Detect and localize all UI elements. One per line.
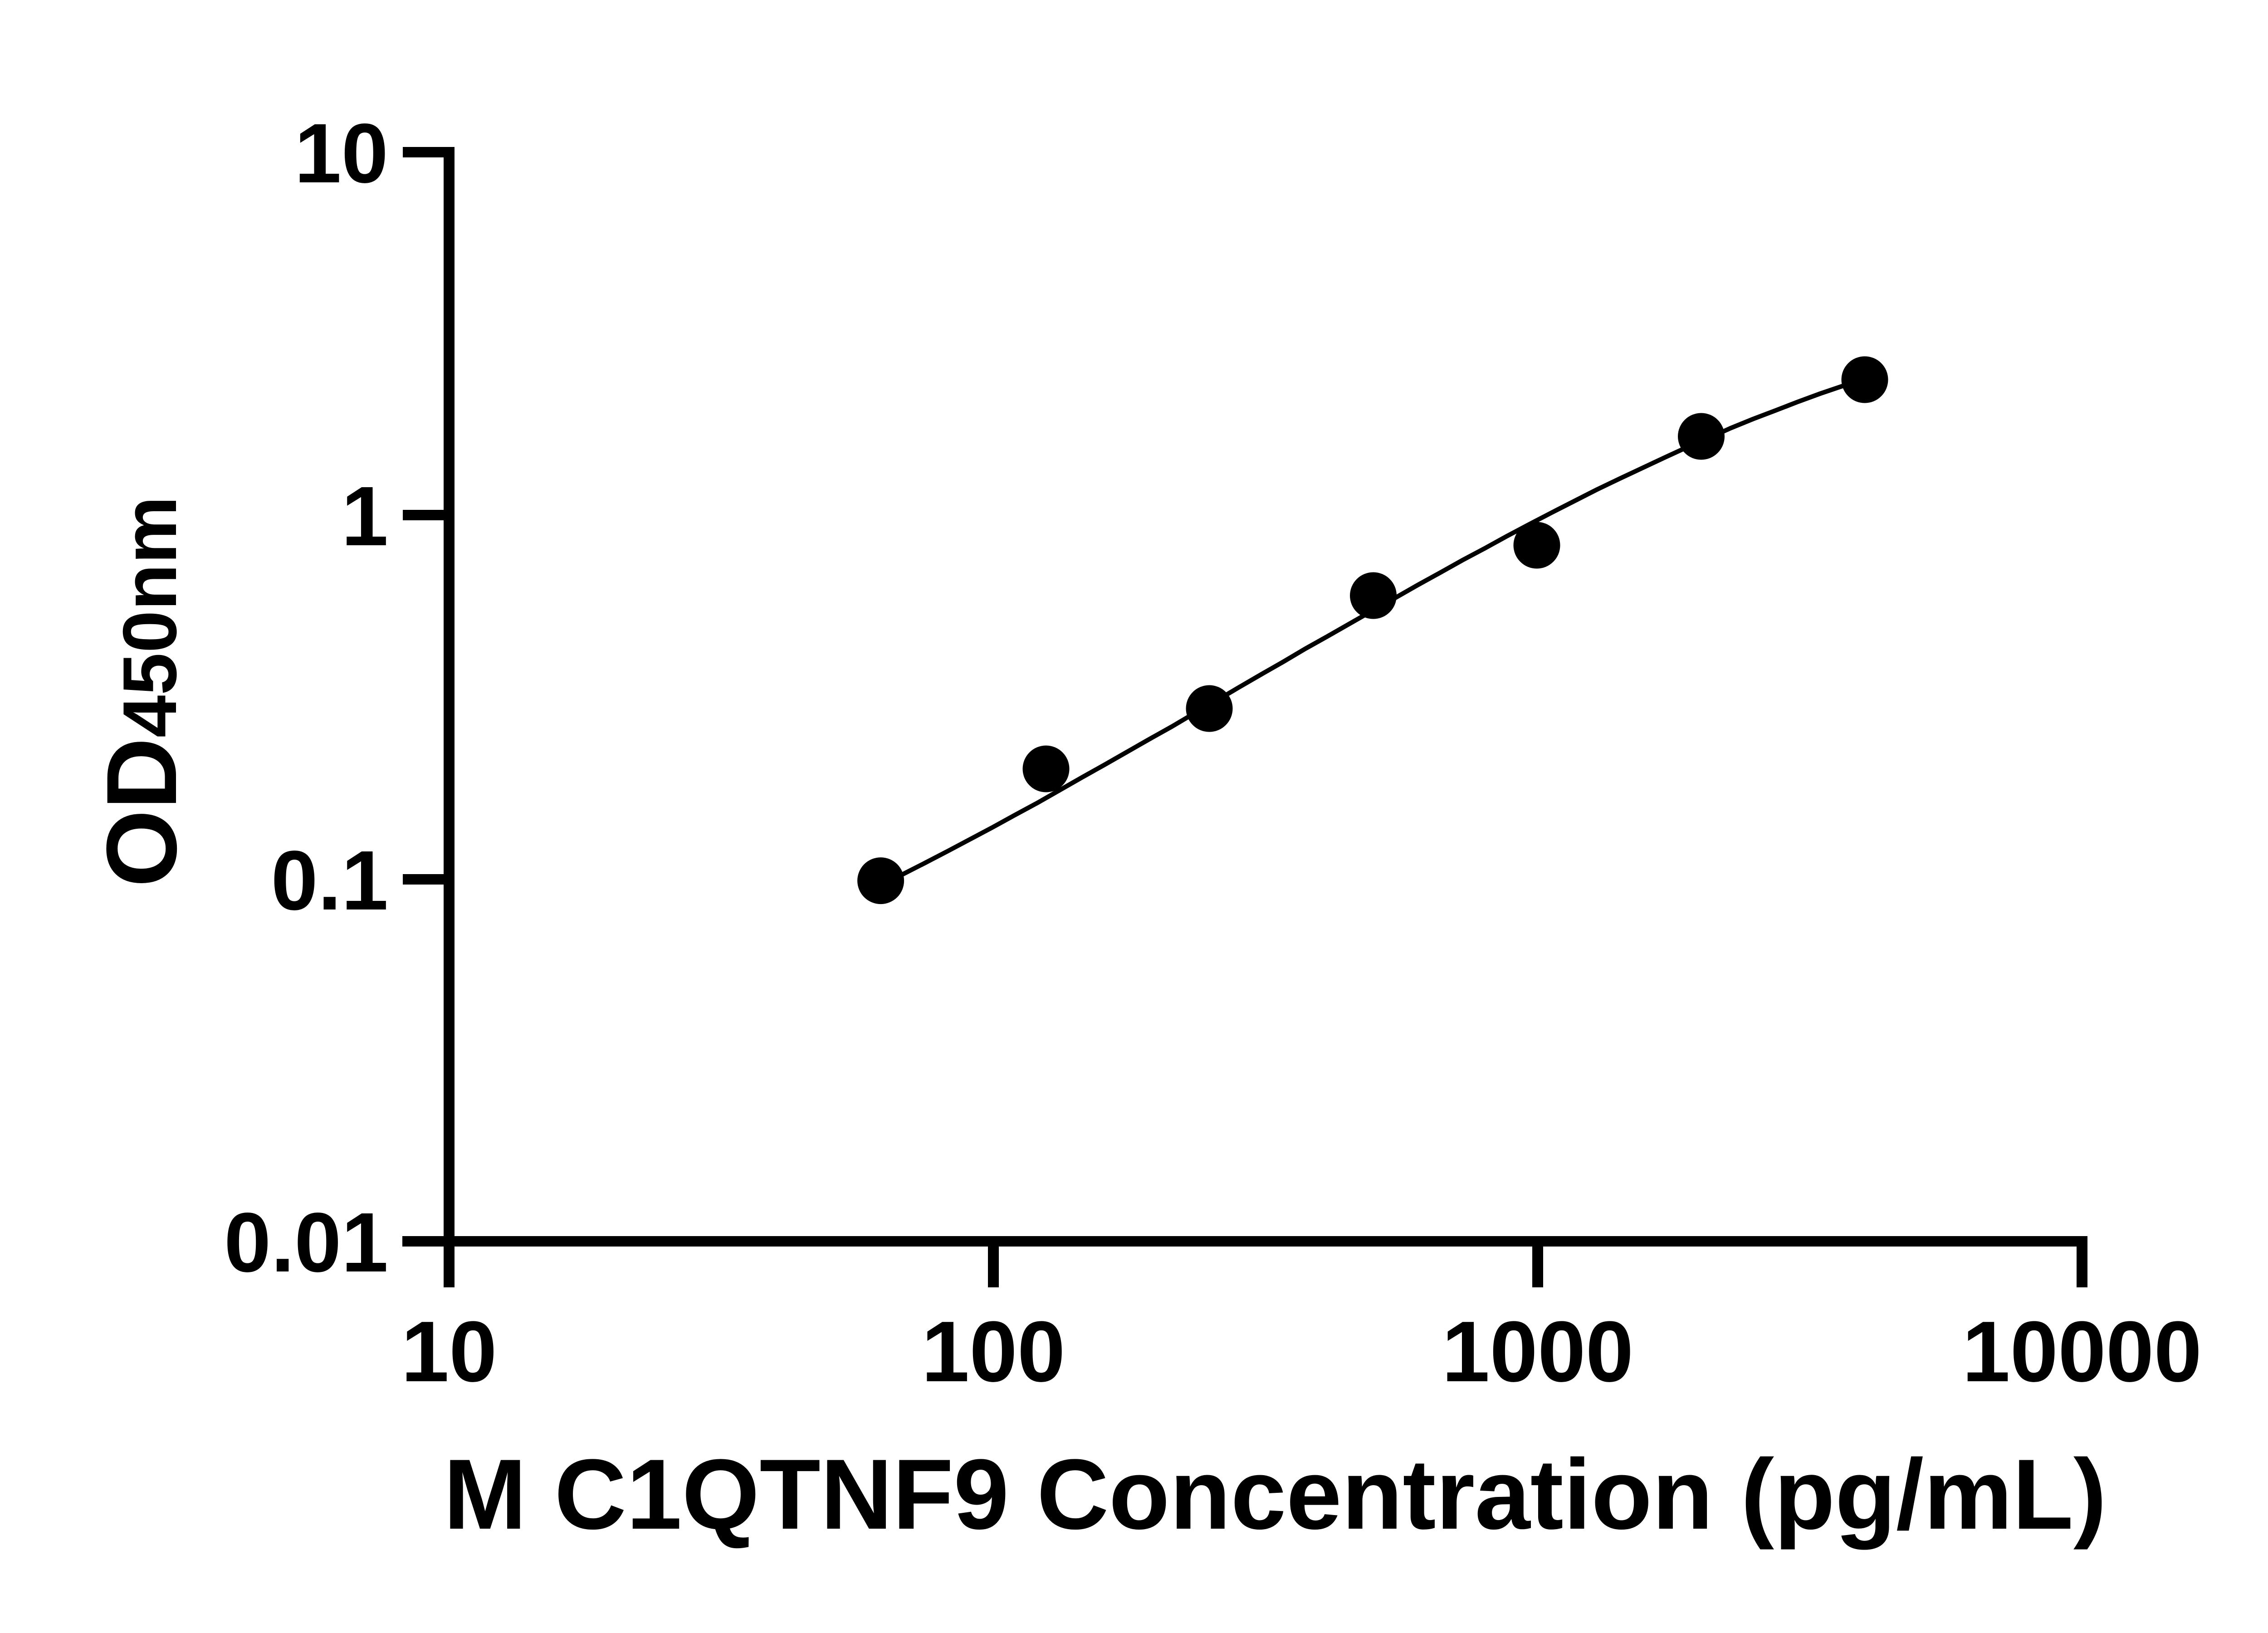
svg-text:1000: 1000 (1442, 1304, 1634, 1400)
svg-text:10: 10 (401, 1304, 497, 1400)
svg-text:10000: 10000 (1962, 1304, 2202, 1400)
svg-text:0.1: 0.1 (271, 834, 388, 928)
svg-text:0.01: 0.01 (224, 1196, 388, 1290)
svg-text:1: 1 (342, 469, 388, 563)
svg-text:OD450nm: OD450nm (86, 496, 197, 887)
svg-text:10: 10 (294, 107, 388, 200)
svg-text:M C1QTNF9 Concentration (pg/mL: M C1QTNF9 Concentration (pg/mL) (444, 1438, 2107, 1550)
svg-text:100: 100 (921, 1304, 1065, 1400)
